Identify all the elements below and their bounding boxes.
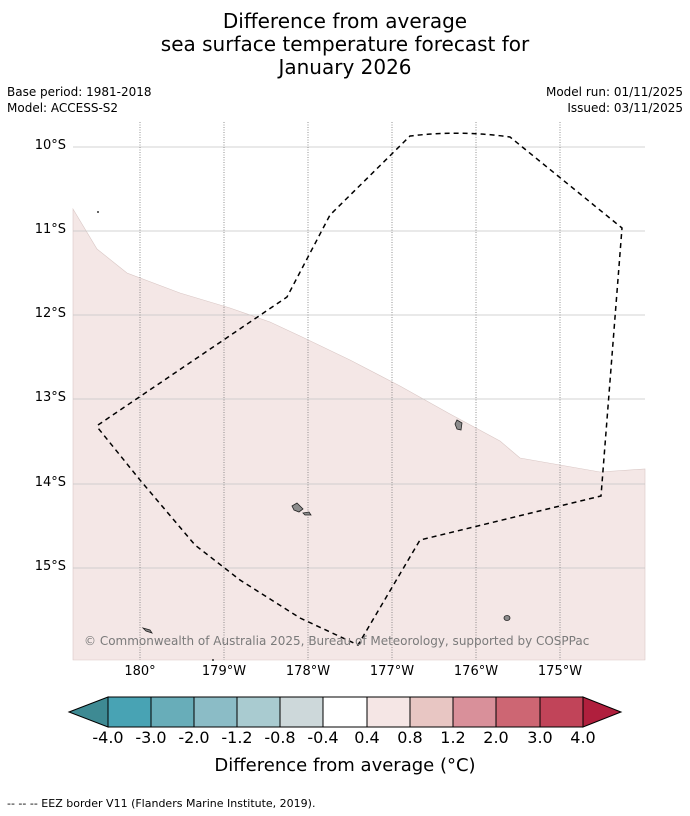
colorbar-segment-6: [322, 696, 368, 728]
lon-label-175w: 175°W: [537, 664, 583, 679]
island-north: [454, 419, 463, 431]
colorbar-label: Difference from average (°C): [214, 755, 476, 776]
colorbar: [67, 696, 623, 728]
chart-title-line-1: Difference from average: [222, 9, 468, 33]
island-west-a: [291, 502, 304, 513]
lon-label-177w: 177°W: [369, 664, 415, 679]
colorbar-tick-label: 1.2: [440, 728, 466, 747]
colorbar-extend-low: [67, 696, 109, 728]
lat-label-11s: 11°S: [34, 222, 66, 237]
colorbar-tick-label: 0.8: [397, 728, 423, 747]
colorbar-tick-label: -4.0: [92, 728, 124, 747]
lon-label-178w: 178°W: [285, 664, 331, 679]
eez-border: [97, 132, 623, 646]
colorbar-extend-high: [582, 696, 623, 728]
colorbar-segment-11: [539, 696, 584, 728]
colorbar-tick-label: 0.4: [354, 728, 380, 747]
island-west-b: [302, 511, 312, 516]
eez-footnote: -- -- -- EEZ border V11 (Flanders Marine…: [7, 797, 316, 810]
lon-label-176w: 176°W: [453, 664, 499, 679]
colorbar-segment-5: [279, 696, 324, 728]
model-text: Model: ACCESS-S2: [7, 101, 119, 115]
colorbar-tick-label: -0.4: [307, 728, 339, 747]
island-southeast: [503, 615, 511, 621]
colorbar-tick-label: 2.0: [483, 728, 509, 747]
colorbar-tick-label: 4.0: [570, 728, 596, 747]
colorbar-tick-label: -2.0: [178, 728, 210, 747]
colorbar-segment-8: [409, 696, 454, 728]
colorbar-tick-label: 3.0: [527, 728, 553, 747]
model-run-text: Model run: 01/11/2025: [545, 85, 683, 99]
latitude-gridlines: [73, 146, 645, 569]
lon-label-179w: 179°W: [201, 664, 247, 679]
colorbar-tick-label: -0.8: [264, 728, 296, 747]
colorbar-segment-3: [193, 696, 238, 728]
issued-text: Issued: 03/11/2025: [567, 101, 683, 115]
island-southwest: [141, 627, 153, 634]
lat-label-14s: 14°S: [34, 475, 66, 490]
copyright-notice: © Commonwealth of Australia 2025, Bureau…: [84, 634, 590, 648]
lon-label-180: 180°: [124, 664, 156, 679]
land-islands: [97, 211, 511, 661]
lat-label-10s: 10°S: [34, 138, 66, 153]
colorbar-segment-10: [495, 696, 541, 728]
colorbar-tick-label: -3.0: [135, 728, 167, 747]
longitude-gridlines: [139, 122, 561, 660]
colorbar-segment-2: [150, 696, 195, 728]
chart-title-line-2: sea surface temperature forecast for: [160, 32, 530, 56]
colorbar-segment-9: [452, 696, 497, 728]
lat-label-12s: 12°S: [34, 306, 66, 321]
lat-label-15s: 15°S: [34, 559, 66, 574]
anomaly-region: [72, 207, 646, 661]
colorbar-segment-4: [236, 696, 281, 728]
chart-title-line-3: January 2026: [278, 55, 412, 79]
base-period-text: Base period: 1981-2018: [7, 85, 152, 99]
lat-label-13s: 13°S: [34, 390, 66, 405]
colorbar-segment-7: [366, 696, 411, 728]
colorbar-segment-1: [107, 696, 152, 728]
colorbar-tick-label: -1.2: [221, 728, 253, 747]
